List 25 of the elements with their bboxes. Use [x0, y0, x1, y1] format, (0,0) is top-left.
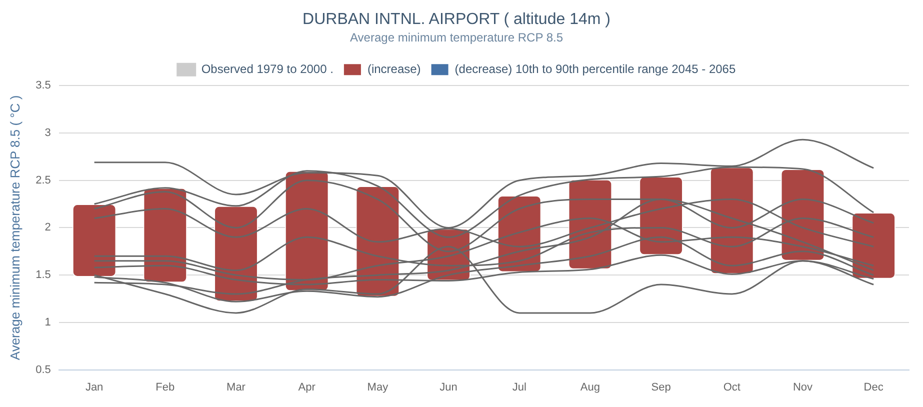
x-tick-label: Jun — [440, 381, 458, 394]
legend-label: Observed 1979 to 2000 . — [201, 62, 334, 76]
x-tick-label: Nov — [792, 381, 814, 394]
y-axis-title: Average minimum temperature RCP 8.5 ( °C ) — [7, 95, 22, 360]
x-tick-label: May — [367, 381, 389, 394]
x-tick-label: Dec — [864, 381, 884, 394]
x-tick-label: Aug — [580, 381, 600, 394]
x-tick-label: Sep — [651, 381, 671, 394]
y-tick-label: 0.5 — [36, 364, 51, 376]
x-tick-label: Jul — [512, 381, 526, 394]
y-tick-label: 3 — [44, 127, 51, 139]
legend-label: (decrease) 10th to 90th percentile range 2045 - 2065 — [454, 62, 736, 76]
x-tick-label: Jan — [85, 381, 104, 394]
x-tick-label: Feb — [156, 381, 175, 394]
legend-label: (increase) — [367, 62, 421, 76]
x-tick-label: Oct — [723, 381, 740, 394]
y-tick-label: 1.5 — [36, 269, 51, 282]
y-tick-label: 2 — [44, 222, 51, 234]
x-tick-label: Apr — [298, 381, 316, 394]
x-tick-label: Mar — [226, 381, 246, 394]
y-tick-label: 1 — [44, 316, 51, 328]
y-tick-label: 3.5 — [36, 80, 51, 92]
y-tick-label: 2.5 — [36, 174, 51, 186]
chart-title: DURBAN INTNL. AIRPORT ( altitude 14m ) — [302, 11, 610, 28]
chart-subtitle: Average minimum temperature RCP 8.5 — [350, 30, 564, 45]
